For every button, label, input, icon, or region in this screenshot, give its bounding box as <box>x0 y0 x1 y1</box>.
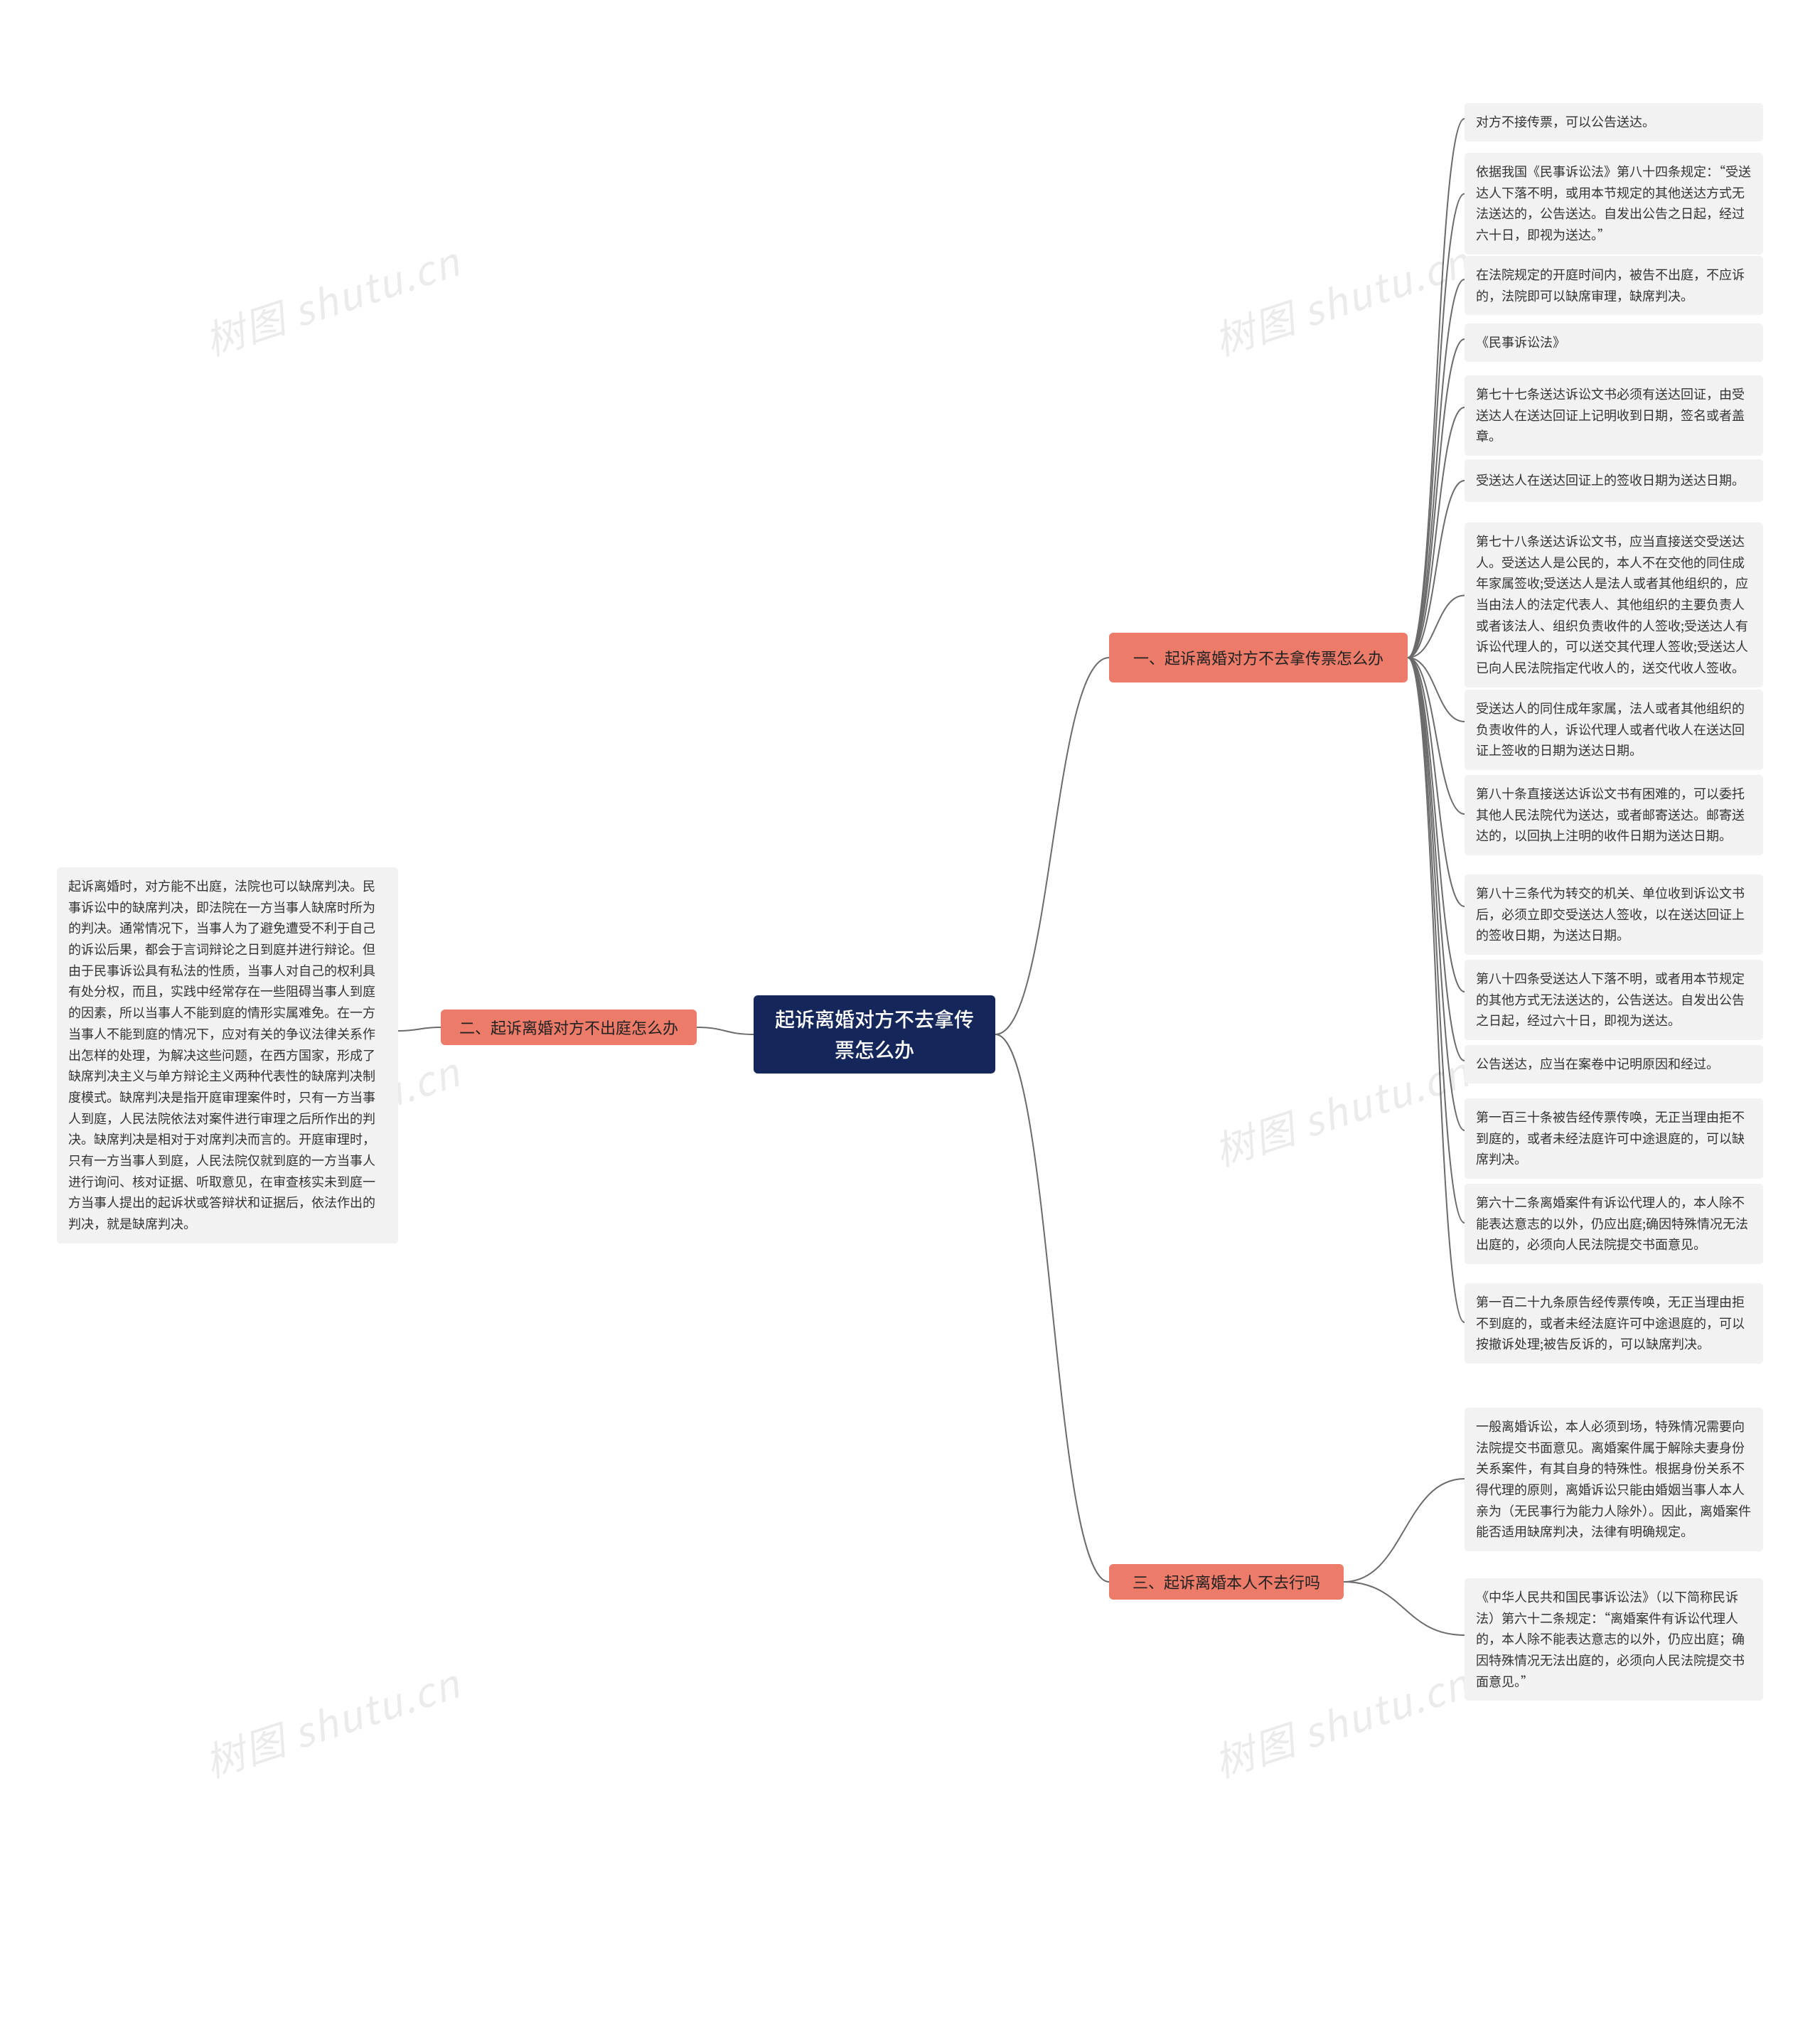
leaf-node-b1-12: 第一百三十条被告经传票传唤，无正当理由拒不到庭的，或者未经法庭许可中途退庭的，可… <box>1465 1098 1763 1179</box>
watermark-text: 树图 shutu.cn <box>1206 1041 1477 1177</box>
leaf-node-b1-0: 对方不接传票，可以公告送达。 <box>1465 103 1763 141</box>
leaf-node-b1-1: 依据我国《民事诉讼法》第八十四条规定：“受送达人下落不明，或用本节规定的其他送达… <box>1465 153 1763 255</box>
leaf-node-b1-10: 第八十四条受送达人下落不明，或者用本节规定的其他方式无法送达的，公告送达。自发出… <box>1465 960 1763 1040</box>
leaf-node-b1-11: 公告送达，应当在案卷中记明原因和经过。 <box>1465 1045 1763 1083</box>
leaf-node-b1-2: 在法院规定的开庭时间内，被告不出庭，不应诉的，法院即可以缺席审理，缺席判决。 <box>1465 256 1763 315</box>
leaf-node-b3-1: 《中华人民共和国民事诉讼法》（以下简称民诉法）第六十二条规定：“离婚案件有诉讼代… <box>1465 1578 1763 1701</box>
leaf-node-b1-8: 第八十条直接送达诉讼文书有困难的，可以委托其他人民法院代为送达，或者邮寄送达。邮… <box>1465 775 1763 855</box>
leaf-node-b1-5: 受送达人在送达回证上的签收日期为送达日期。 <box>1465 459 1763 502</box>
leaf-node-b2-0: 起诉离婚时，对方能不出庭，法院也可以缺席判决。民事诉讼中的缺席判决，即法院在一方… <box>57 867 398 1243</box>
watermark-text: 树图 shutu.cn <box>1206 1652 1477 1789</box>
leaf-node-b1-14: 第一百二十九条原告经传票传唤，无正当理由拒不到庭的，或者未经法庭许可中途退庭的，… <box>1465 1283 1763 1364</box>
branch-node-b2: 二、起诉离婚对方不出庭怎么办 <box>441 1010 697 1045</box>
leaf-node-b1-3: 《民事诉讼法》 <box>1465 323 1763 362</box>
watermark-text: 树图 shutu.cn <box>1206 230 1477 367</box>
leaf-node-b1-13: 第六十二条离婚案件有诉讼代理人的，本人除不能表达意志的以外，仍应出庭;确因特殊情… <box>1465 1184 1763 1264</box>
leaf-node-b1-4: 第七十七条送达诉讼文书必须有送达回证，由受送达人在送达回证上记明收到日期，签名或… <box>1465 375 1763 456</box>
leaf-node-b3-0: 一般离婚诉讼，本人必须到场，特殊情况需要向法院提交书面意见。离婚案件属于解除夫妻… <box>1465 1408 1763 1551</box>
watermark-text: 树图 shutu.cn <box>197 1652 467 1789</box>
leaf-node-b1-7: 受送达人的同住成年家属，法人或者其他组织的负责收件的人，诉讼代理人或者代收人在送… <box>1465 690 1763 770</box>
branch-node-b3: 三、起诉离婚本人不去行吗 <box>1109 1564 1344 1600</box>
watermark-text: 树图 shutu.cn <box>197 230 467 367</box>
branch-node-b1: 一、起诉离婚对方不去拿传票怎么办 <box>1109 633 1408 683</box>
root-node: 起诉离婚对方不去拿传票怎么办 <box>754 995 995 1074</box>
leaf-node-b1-9: 第八十三条代为转交的机关、单位收到诉讼文书后，必须立即交受送达人签收，以在送达回… <box>1465 874 1763 955</box>
leaf-node-b1-6: 第七十八条送达诉讼文书，应当直接送交受送达人。受送达人是公民的，本人不在交他的同… <box>1465 523 1763 687</box>
